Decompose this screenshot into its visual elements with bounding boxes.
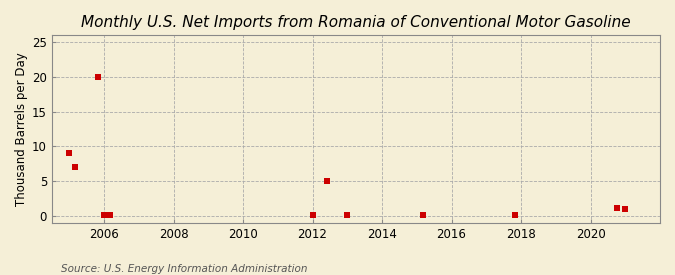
Point xyxy=(70,165,80,169)
Point xyxy=(92,75,103,79)
Point xyxy=(342,213,352,217)
Point xyxy=(105,213,115,217)
Point xyxy=(620,207,630,211)
Title: Monthly U.S. Net Imports from Romania of Conventional Motor Gasoline: Monthly U.S. Net Imports from Romania of… xyxy=(81,15,630,30)
Point xyxy=(64,151,75,156)
Point xyxy=(307,213,318,217)
Text: Source: U.S. Energy Information Administration: Source: U.S. Energy Information Administ… xyxy=(61,264,307,274)
Point xyxy=(611,206,622,210)
Point xyxy=(99,213,109,217)
Point xyxy=(322,179,333,183)
Y-axis label: Thousand Barrels per Day: Thousand Barrels per Day xyxy=(15,52,28,206)
Point xyxy=(417,213,428,217)
Point xyxy=(510,213,520,217)
